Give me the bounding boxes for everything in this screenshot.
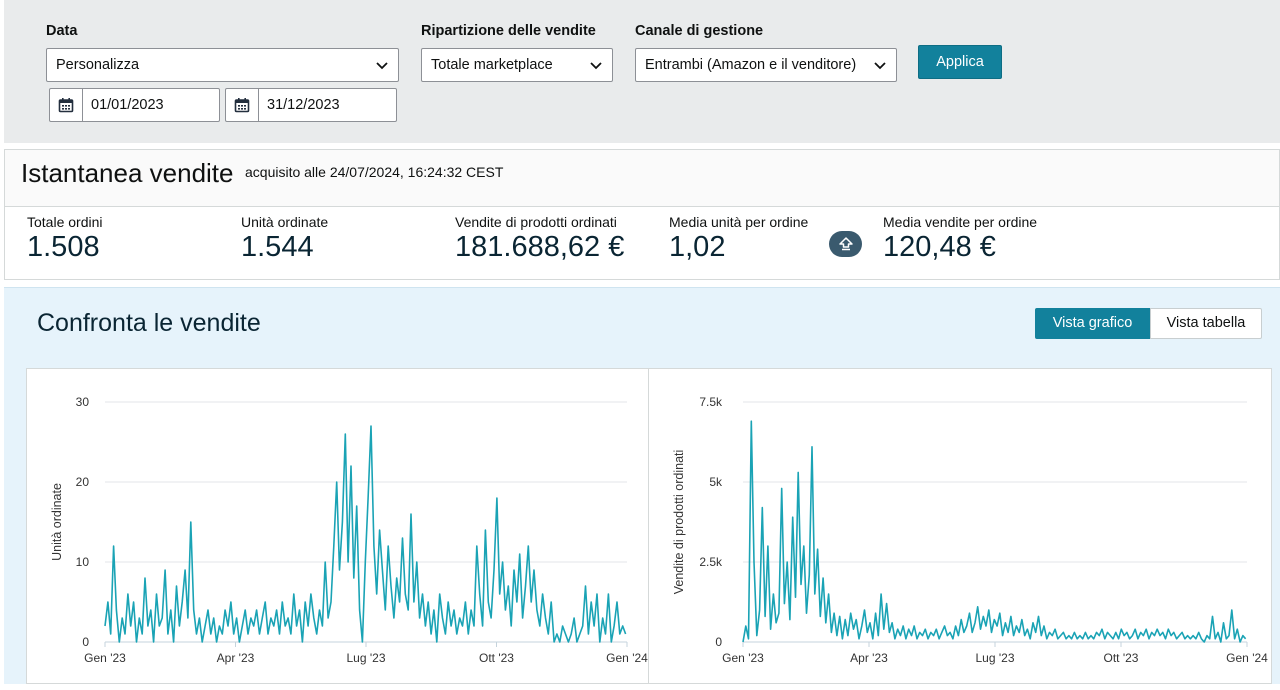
y-tick-label: 30	[76, 395, 90, 409]
series-line	[104, 425, 627, 643]
compare-title: Confronta le vendite	[37, 309, 261, 337]
date-range-select-value: Personalizza	[56, 57, 140, 73]
metric-ordered-product-sales: Vendite di prodotti ordinati 181.688,62 …	[455, 214, 624, 264]
chevron-down-icon	[874, 62, 886, 70]
metric-label: Vendite di prodotti ordinati	[455, 214, 617, 230]
date-from-value: 01/01/2023	[91, 97, 164, 113]
chevron-down-icon	[590, 62, 602, 70]
y-tick-label: 5k	[709, 475, 723, 489]
y-tick-label: 10	[76, 555, 90, 569]
sales-snapshot-panel: Istantanea vendite acquisito alle 24/07/…	[4, 149, 1280, 280]
date-to-field[interactable]: 31/12/2023	[225, 88, 397, 122]
metric-units-ordered: Unità ordinate 1.544	[241, 214, 328, 264]
series-line	[742, 420, 1247, 643]
x-tick-label: Lug '23	[347, 651, 386, 665]
date-to-value: 31/12/2023	[267, 97, 340, 113]
metric-value: 1,02	[669, 231, 726, 263]
date-label: Data	[46, 23, 78, 39]
sales-chart-panel: 0 2.5k 5k 7.5k Gen '23 Apr '23 Lug '23 Ott '23 G…	[648, 368, 1272, 684]
metric-value: 1.544	[241, 231, 314, 263]
x-tick-label: Apr '23	[217, 651, 255, 665]
upload-icon	[838, 237, 853, 251]
metric-avg-sales-per-order: Media vendite per ordine 120,48 €	[883, 214, 1037, 264]
channel-select-value: Entrambi (Amazon e il venditore)	[645, 57, 857, 73]
y-axis-label: Vendite di prodotti ordinati	[672, 450, 686, 595]
metric-value: 1.508	[27, 231, 100, 263]
x-tick-label: Gen '23	[722, 651, 764, 665]
metric-label: Media unità per ordine	[669, 214, 809, 230]
x-tick-label: Gen '24	[606, 651, 648, 665]
x-tick-label: Gen '23	[84, 651, 126, 665]
date-from-field[interactable]: 01/01/2023	[49, 88, 220, 122]
metric-value: 120,48 €	[883, 231, 996, 263]
calendar-icon[interactable]	[50, 89, 83, 121]
metric-label: Totale ordini	[27, 214, 103, 230]
y-tick-label: 2.5k	[699, 555, 723, 569]
units-chart-panel: 0 10 20 30 Gen '23 Apr '23 Lug '23 Ott '23 Gen '…	[26, 368, 649, 684]
x-tick-label: Apr '23	[850, 651, 888, 665]
y-tick-label: 0	[715, 635, 722, 649]
snapshot-title: Istantanea vendite	[21, 158, 234, 188]
filter-bar: Data Personalizza 01/01/2023 31/12/2023 …	[4, 0, 1280, 143]
y-tick-label: 0	[82, 635, 89, 649]
breakdown-label: Ripartizione delle vendite	[421, 23, 596, 39]
chevron-down-icon	[376, 62, 388, 70]
metric-avg-units-per-order: Media unità per ordine 1,02	[669, 214, 808, 264]
x-tick-label: Lug '23	[976, 651, 1015, 665]
snapshot-header: Istantanea vendite acquisito alle 24/07/…	[5, 150, 1279, 207]
chart-view-button[interactable]: Vista grafico	[1035, 308, 1150, 339]
snapshot-timestamp: acquisito alle 24/07/2024, 16:24:32 CEST	[245, 164, 504, 180]
x-tick-label: Gen '24	[1226, 651, 1268, 665]
channel-label: Canale di gestione	[635, 23, 764, 39]
apply-button[interactable]: Applica	[918, 45, 1002, 79]
y-axis-label: Unità ordinate	[50, 483, 64, 561]
breakdown-select-value: Totale marketplace	[431, 57, 553, 73]
x-tick-label: Ott '23	[1104, 651, 1139, 665]
date-range-select[interactable]: Personalizza	[46, 48, 399, 82]
units-ordered-chart: 0 10 20 30 Gen '23 Apr '23 Lug '23 Ott '23 Gen '…	[50, 395, 648, 665]
export-button[interactable]	[829, 231, 862, 257]
metric-label: Media vendite per ordine	[883, 214, 1038, 230]
metric-value: 181.688,62 €	[455, 231, 625, 263]
metric-label: Unità ordinate	[241, 214, 329, 230]
y-tick-label: 20	[76, 475, 90, 489]
channel-select[interactable]: Entrambi (Amazon e il venditore)	[635, 48, 897, 82]
ordered-sales-chart: 0 2.5k 5k 7.5k Gen '23 Apr '23 Lug '23 Ott '23 G…	[672, 395, 1268, 665]
breakdown-select[interactable]: Totale marketplace	[421, 48, 613, 82]
metric-total-orders: Totale ordini 1.508	[27, 214, 103, 264]
calendar-icon[interactable]	[226, 89, 259, 121]
y-tick-label: 7.5k	[699, 395, 723, 409]
table-view-button[interactable]: Vista tabella	[1150, 308, 1262, 339]
x-tick-label: Ott '23	[479, 651, 514, 665]
